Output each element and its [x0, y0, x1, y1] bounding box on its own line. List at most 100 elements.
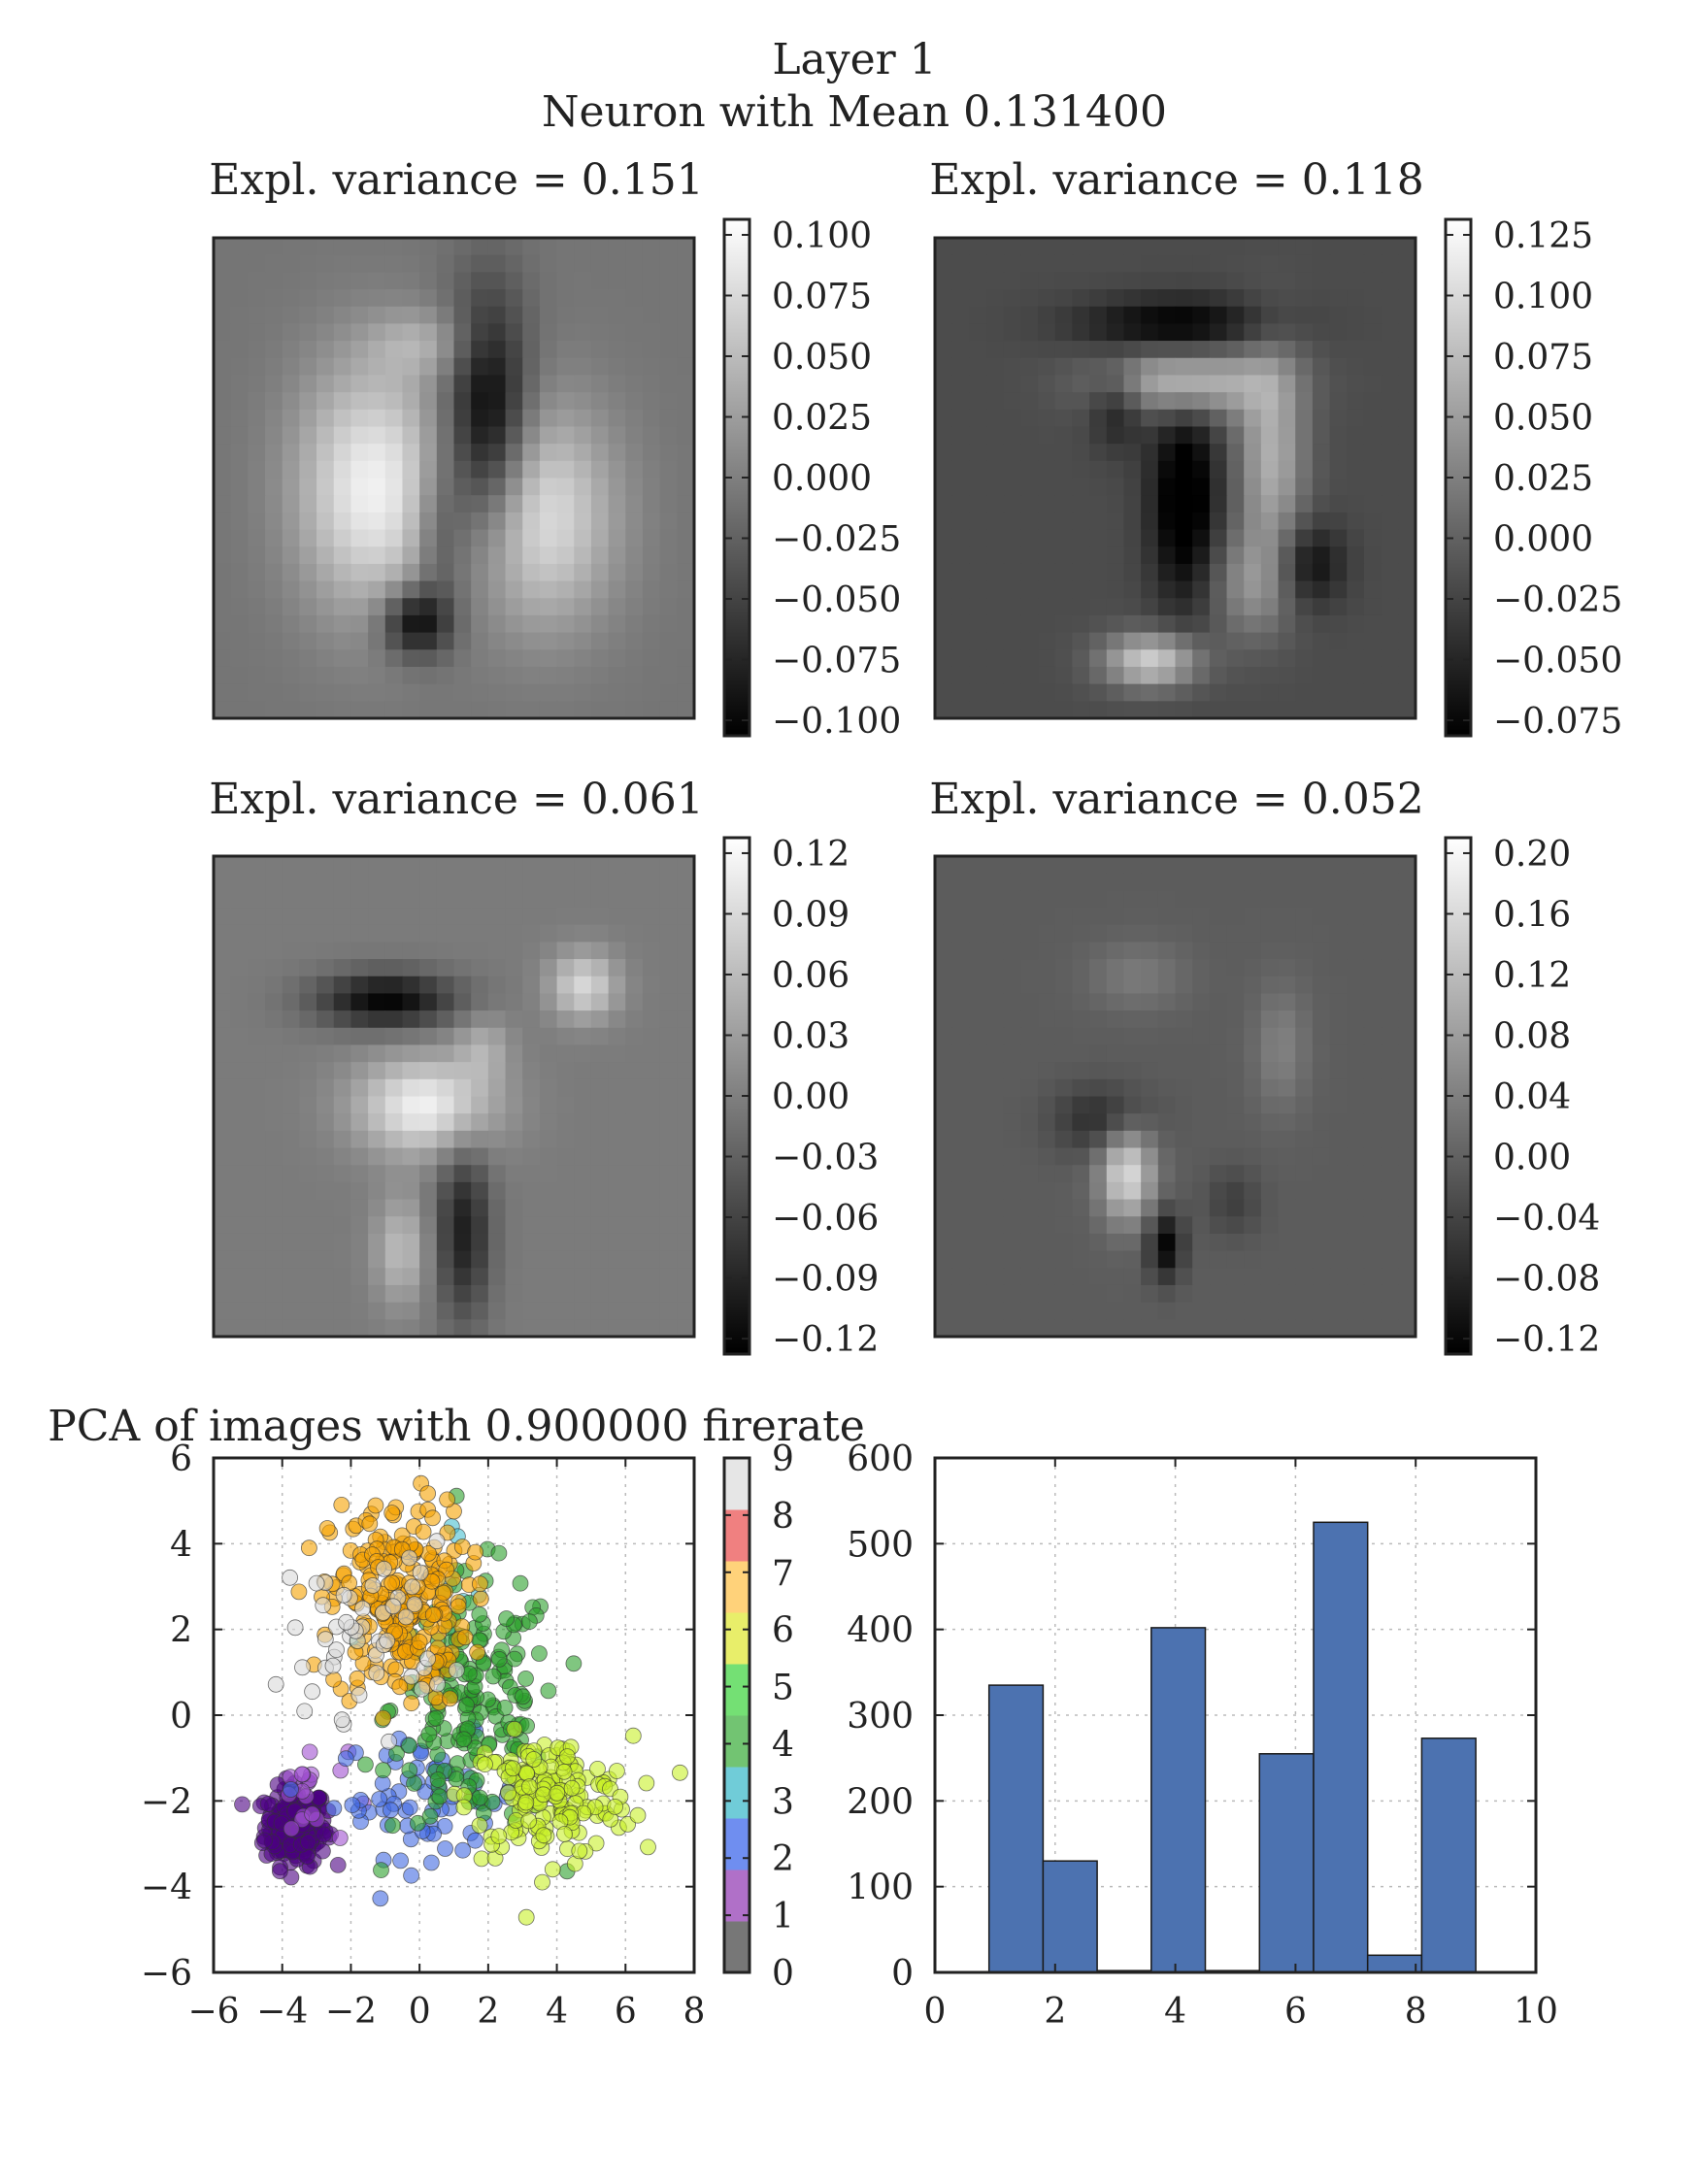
heatmap-cell [1347, 529, 1365, 547]
heatmap-cell [522, 1130, 541, 1149]
heatmap-cell [1363, 495, 1383, 513]
heatmap-cell [1312, 478, 1331, 496]
colorbar-tick-label: 6 [772, 1611, 794, 1651]
heatmap-cell [282, 1113, 300, 1132]
heatmap-cell [505, 306, 523, 324]
scatter-point [544, 1861, 561, 1878]
heatmap-cell [1175, 1147, 1193, 1166]
heatmap-cell [333, 1268, 352, 1286]
heatmap-cell [350, 701, 369, 719]
heatmap-cell [1295, 495, 1314, 513]
heatmap-cell [1244, 546, 1262, 565]
heatmap-cell [951, 306, 970, 324]
heatmap-cell [539, 375, 558, 393]
heatmap-cell [1398, 357, 1416, 377]
scatter-point [316, 1631, 334, 1648]
heatmap-cell [556, 392, 575, 411]
colorbar-tick-label: 2 [772, 1839, 794, 1879]
heatmap-cell [1278, 460, 1296, 480]
heatmap-cell [590, 1302, 610, 1320]
heatmap-cell [659, 1216, 678, 1235]
heatmap-cell [368, 1130, 386, 1149]
heatmap-cell [1038, 1147, 1056, 1166]
heatmap-cell [265, 1233, 283, 1252]
heatmap-cell [230, 1216, 249, 1235]
heatmap-cell [642, 890, 661, 909]
heatmap-cell [453, 1284, 472, 1304]
heatmap-cell [1106, 1216, 1125, 1235]
heatmap-cell [935, 1027, 953, 1046]
heatmap-cell [333, 873, 352, 891]
heatmap-cell [419, 1233, 438, 1252]
heatmap-cell [1226, 598, 1245, 616]
heatmap-cell [1398, 1250, 1416, 1269]
heatmap-cell [556, 306, 575, 324]
heatmap-cell [1141, 460, 1159, 480]
heatmap-cell [1192, 512, 1211, 531]
heatmap-cell [299, 649, 317, 668]
heatmap-cell [402, 890, 420, 909]
heatmap-4-image [935, 856, 1416, 1338]
heatmap-cell [1106, 1044, 1125, 1063]
scatter-point [424, 1606, 442, 1623]
heatmap-cell [1209, 976, 1228, 995]
heatmap-cell [625, 1062, 644, 1080]
heatmap-cell [214, 873, 232, 891]
heatmap-cell [1038, 512, 1056, 531]
heatmap-cell [265, 632, 283, 650]
heatmap-cell [522, 1199, 541, 1217]
scatter-point [609, 1763, 625, 1779]
scatter-point [234, 1796, 250, 1813]
heatmap-cell [1329, 444, 1348, 462]
heatmap-cell [471, 426, 489, 445]
heatmap-cell [1020, 478, 1039, 496]
heatmap-cell [935, 1010, 953, 1029]
heatmap-cell [574, 1010, 592, 1029]
heatmap-cell [1244, 1062, 1262, 1080]
heatmap-cell [951, 1027, 970, 1046]
heatmap-cell [1347, 1027, 1365, 1046]
heatmap-cell [1003, 306, 1021, 324]
heatmap-cell [1072, 444, 1090, 462]
heatmap-cell [590, 1199, 610, 1217]
heatmap-cell [522, 546, 541, 565]
heatmap-cell [1295, 908, 1314, 926]
heatmap-cell [1347, 873, 1365, 891]
heatmap-cell [1278, 1062, 1296, 1080]
heatmap-cell [1089, 272, 1108, 290]
heatmap-cell [986, 512, 1005, 531]
heatmap-cell [265, 1010, 283, 1029]
heatmap-cell [642, 529, 661, 547]
heatmap-cell [402, 1147, 420, 1166]
heatmap-cell [1244, 323, 1262, 342]
heatmap-cell [1398, 546, 1416, 565]
heatmap-cell [1244, 1027, 1262, 1046]
heatmap-cell [265, 856, 283, 875]
heatmap-cell [1123, 1250, 1142, 1269]
heatmap-cell [590, 426, 610, 445]
heatmap-cell [1192, 306, 1211, 324]
heatmap-cell [1192, 701, 1211, 719]
heatmap-cell [659, 512, 678, 531]
heatmap-cell [1157, 993, 1177, 1011]
heatmap-cell [1175, 1319, 1193, 1338]
heatmap-cell [453, 614, 472, 634]
colorbar-tick-label: 1 [772, 1897, 794, 1936]
heatmap-cell [505, 959, 523, 977]
heatmap-cell [350, 1233, 369, 1252]
heatmap-cell [986, 1250, 1005, 1269]
heatmap-cell [436, 1096, 455, 1114]
heatmap-cell [1312, 649, 1331, 668]
heatmap-cell [230, 683, 249, 702]
heatmap-cell [642, 238, 661, 256]
heatmap-cell [1347, 1010, 1365, 1029]
heatmap-cell [384, 512, 404, 531]
heatmap-cell [248, 890, 266, 909]
heatmap-cell [590, 341, 610, 359]
heatmap-cell [487, 683, 507, 702]
heatmap-cell [608, 563, 626, 582]
heatmap-cell [419, 1302, 438, 1320]
heatmap-cell [214, 976, 232, 995]
heatmap-cell [539, 1078, 558, 1098]
colorbar-tick-label: 0.025 [1493, 459, 1593, 499]
